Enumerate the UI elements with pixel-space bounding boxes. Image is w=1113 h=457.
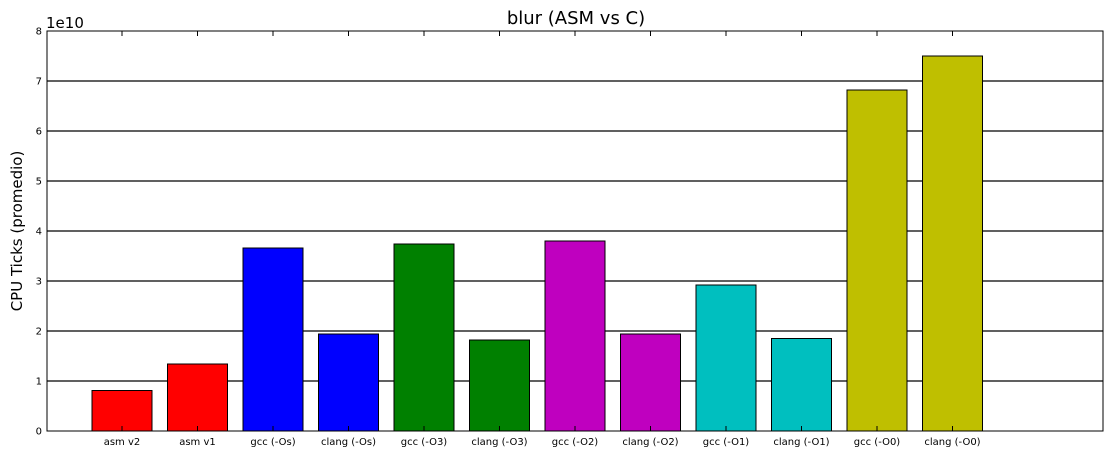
- bar-gcc-o2: [544, 240, 606, 432]
- y-tick-label: 2: [36, 327, 42, 338]
- x-tick-label: clang (-O3): [471, 437, 527, 448]
- bar-asm-v2: [91, 390, 153, 432]
- y-axis-offset-label: 1e10: [46, 14, 84, 32]
- chart-title: blur (ASM vs C): [507, 8, 645, 29]
- bar-gcc-o0: [846, 89, 908, 432]
- axis-ticks: 0 1 2 3 4 5 6 7 8 asm v2 asm v1 gcc (-Os) clang (-Os…: [36, 27, 1103, 448]
- bar-clang-o1: [771, 338, 832, 432]
- x-tick-label: gcc (-O1): [703, 437, 750, 448]
- y-axis-label: CPU Ticks (promedio): [8, 151, 26, 312]
- bar-clang-o2: [620, 333, 681, 432]
- y-tick-label: 3: [36, 277, 42, 288]
- x-tick-label: gcc (-O3): [401, 437, 448, 448]
- x-tick-label: clang (-O2): [622, 437, 678, 448]
- y-tick-label: 1: [36, 377, 42, 388]
- y-tick-label: 8: [36, 27, 42, 38]
- y-tick-label: 7: [36, 77, 42, 88]
- y-tick-label: 6: [36, 127, 42, 138]
- y-tick-label: 5: [36, 177, 42, 188]
- x-tick-label: gcc (-O2): [552, 437, 599, 448]
- x-tick-label: gcc (-O0): [854, 437, 901, 448]
- x-tick-label: asm v2: [104, 437, 141, 448]
- bar-asm-v1: [167, 363, 228, 432]
- plot-frame: [46, 30, 1104, 432]
- x-tick-label: clang (-O0): [924, 437, 980, 448]
- bar-gcc-o3: [393, 243, 455, 432]
- bar-clang-os: [318, 333, 379, 432]
- y-tick-label: 4: [36, 227, 42, 238]
- x-tick-label: asm v1: [179, 437, 216, 448]
- bar-clang-o0: [922, 55, 983, 432]
- x-tick-label: gcc (-Os): [250, 437, 295, 448]
- bar-gcc-o1: [695, 284, 757, 432]
- x-tick-label: clang (-Os): [321, 437, 376, 448]
- bar-gcc-os: [242, 247, 304, 432]
- y-tick-label: 0: [36, 427, 42, 438]
- bar-clang-o3: [469, 339, 530, 432]
- bars: [91, 55, 983, 432]
- x-tick-label: clang (-O1): [773, 437, 829, 448]
